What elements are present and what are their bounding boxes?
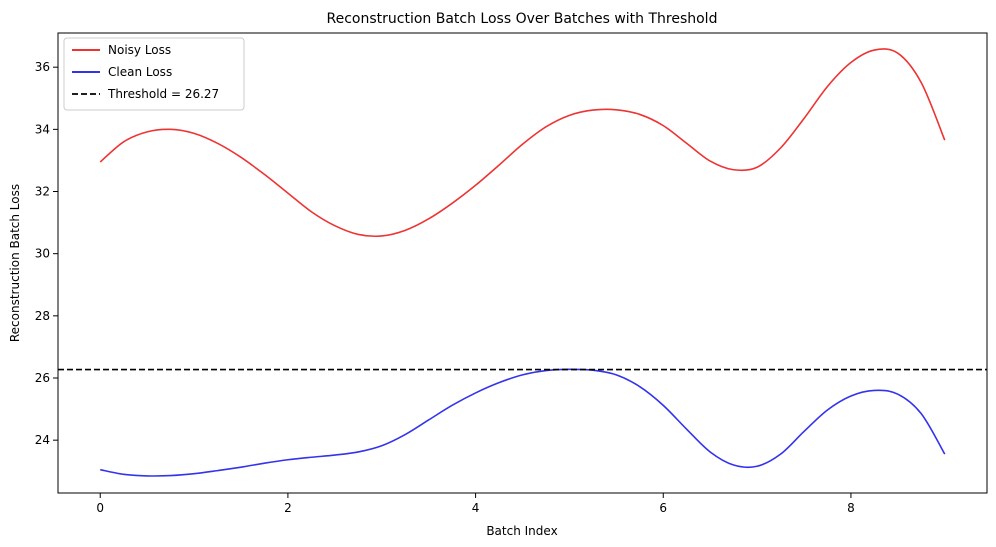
x-tick-label: 4 [472, 501, 480, 515]
x-tick-label: 8 [847, 501, 855, 515]
y-tick-label: 34 [35, 122, 50, 136]
y-tick-label: 32 [35, 185, 50, 199]
y-axis: 24 26 28 30 32 34 36 [35, 60, 58, 447]
plot-frame [57, 32, 988, 494]
x-axis-label: Batch Index [486, 524, 557, 538]
x-tick-label: 2 [284, 501, 292, 515]
legend-label-noisy-loss: Noisy Loss [108, 43, 171, 57]
series-line-noisy-loss [99, 48, 946, 238]
x-tick-label: 0 [96, 501, 104, 515]
chart-title: Reconstruction Batch Loss Over Batches w… [327, 11, 718, 27]
y-tick-label: 26 [35, 371, 50, 385]
y-tick-label: 30 [35, 247, 50, 261]
x-axis: 0 2 4 6 8 [96, 493, 855, 515]
legend-label-clean-loss: Clean Loss [108, 65, 172, 79]
y-tick-label: 36 [35, 60, 50, 74]
legend-frame [63, 37, 245, 111]
y-tick-label: 28 [35, 309, 50, 323]
legend-label-threshold: Threshold = 26.27 [107, 87, 219, 101]
legend: Noisy Loss Clean Loss Threshold = 26.27 [63, 37, 245, 111]
series-layer [58, 48, 987, 477]
y-axis-label: Reconstruction Batch Loss [8, 184, 22, 342]
y-tick-label: 24 [35, 433, 50, 447]
series-line-clean-loss [100, 368, 946, 477]
x-tick-label: 6 [659, 501, 667, 515]
plot-area [57, 32, 988, 494]
